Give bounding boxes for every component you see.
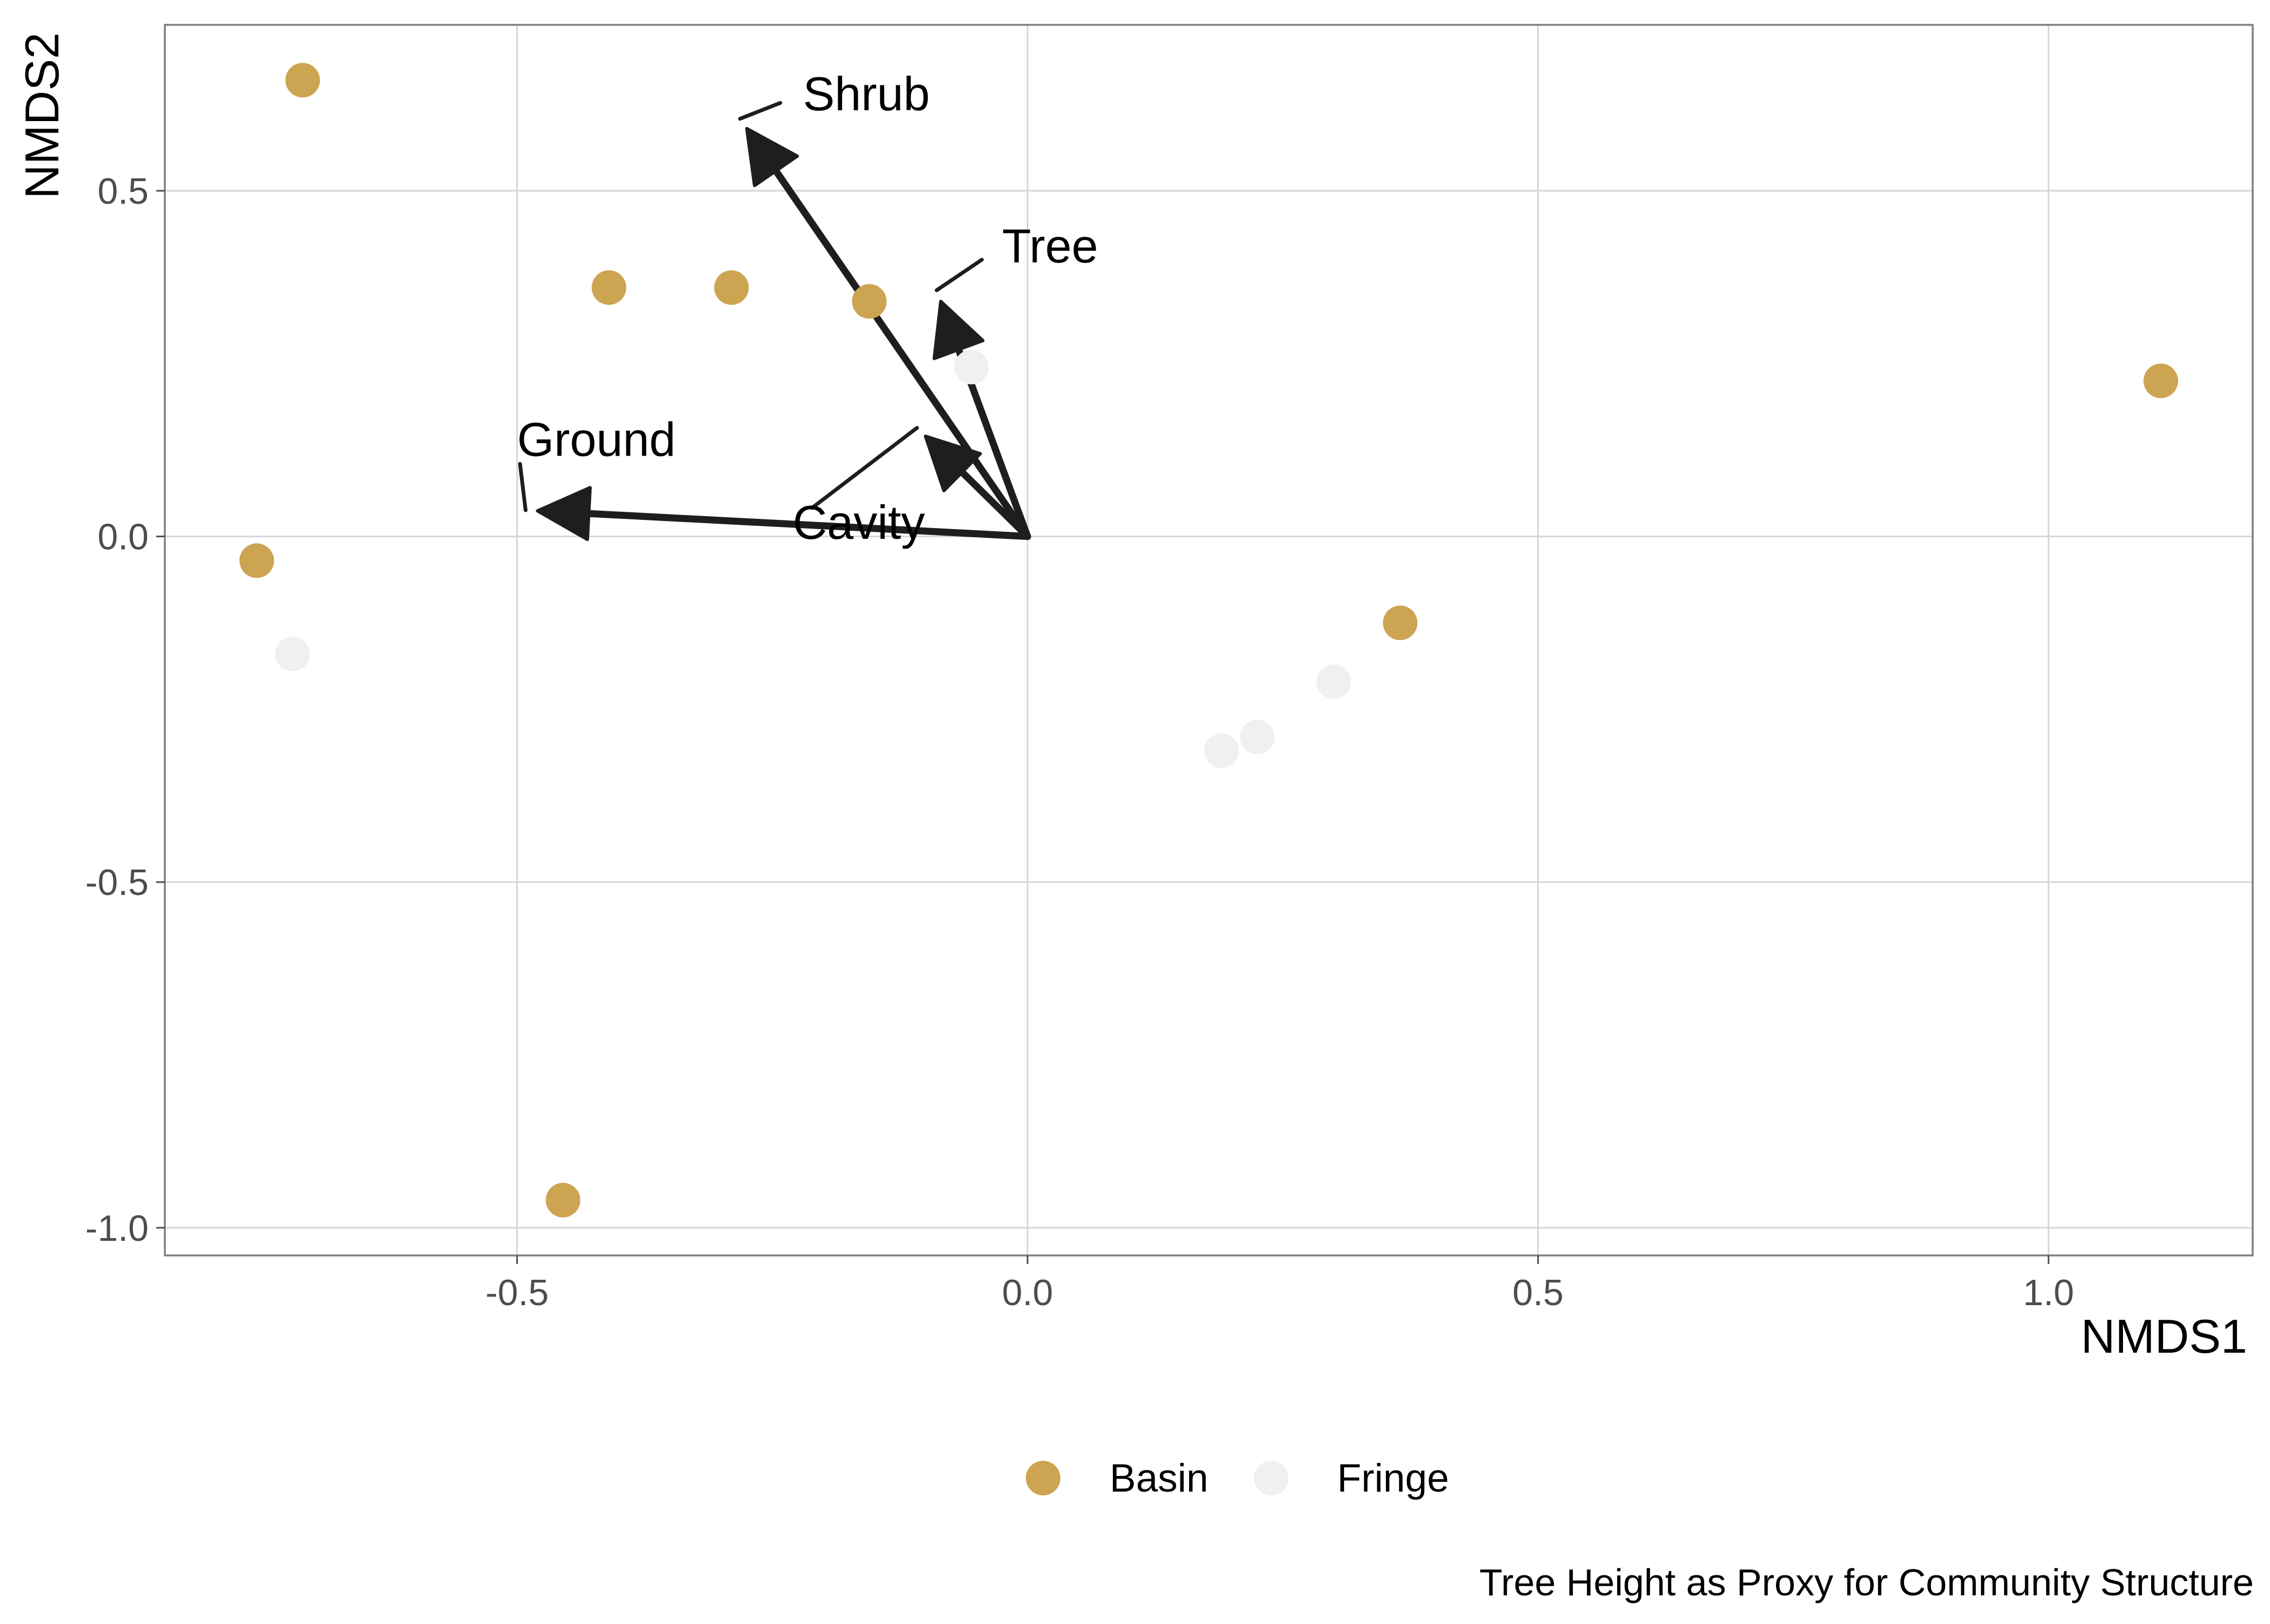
vector-label-ground: Ground <box>517 413 676 466</box>
vector-label-leader-shrub <box>738 101 783 121</box>
data-point-basin <box>591 270 626 305</box>
vector-label-leader-ground <box>518 462 528 512</box>
vector-arrowhead-tree <box>932 299 985 360</box>
vector-label-leader-cavity <box>810 426 919 510</box>
legend-key-fringe <box>1254 1461 1288 1495</box>
y-tick-label: -1.0 <box>85 1208 149 1249</box>
grid-lines <box>165 25 2253 1255</box>
data-point-basin <box>852 284 887 319</box>
data-points <box>239 63 2178 1218</box>
axis-ticks: -0.5 0.0 0.5 1.0 0.5 0.0 -0.5 -1.0 <box>85 171 2074 1313</box>
vector-arrow-cavity <box>954 465 1031 540</box>
panel-border <box>164 24 2254 1257</box>
legend: Basin Fringe <box>1026 1456 1449 1500</box>
data-point-fringe <box>954 350 989 385</box>
data-point-basin <box>285 63 321 98</box>
vector-arrowhead-shrub <box>745 126 799 188</box>
y-axis-title: NMDS2 <box>15 32 69 199</box>
vector-labels: Shrub Tree Cavity Ground <box>517 67 1098 549</box>
x-tick-label: 1.0 <box>2023 1272 2074 1313</box>
vector-label-tree: Tree <box>1002 219 1098 272</box>
x-tick-label: 0.0 <box>1002 1272 1053 1313</box>
vector-arrow-ground <box>579 510 1031 540</box>
chart-caption: Tree Height as Proxy for Community Struc… <box>1479 1561 2254 1603</box>
vector-arrow-shrub <box>769 163 1031 540</box>
x-axis-title: NMDS1 <box>2081 1309 2247 1363</box>
vector-arrowhead-cavity <box>924 435 982 492</box>
legend-label-fringe: Fringe <box>1337 1456 1449 1500</box>
data-point-fringe <box>1316 664 1351 699</box>
x-tick-label: -0.5 <box>485 1272 549 1313</box>
data-point-fringe <box>1204 733 1239 768</box>
vector-arrowhead-ground <box>536 486 592 542</box>
y-tick-label: 0.5 <box>97 171 149 212</box>
y-tick-label: -0.5 <box>85 862 149 903</box>
data-point-basin <box>545 1182 580 1218</box>
data-point-basin <box>1383 605 1418 640</box>
legend-label-basin: Basin <box>1110 1456 1209 1500</box>
data-point-basin <box>239 543 275 578</box>
data-point-basin <box>2143 363 2178 398</box>
legend-key-basin <box>1026 1461 1060 1495</box>
data-point-fringe <box>275 637 310 672</box>
vector-label-leader-tree <box>934 258 984 292</box>
vector-label-cavity: Cavity <box>793 496 925 549</box>
y-tick-label: 0.0 <box>97 517 149 558</box>
data-point-fringe <box>1240 719 1275 754</box>
vector-arrows <box>536 126 1031 542</box>
data-point-basin <box>714 270 749 305</box>
vector-label-shrub: Shrub <box>803 67 930 121</box>
x-tick-label: 0.5 <box>1512 1272 1564 1313</box>
